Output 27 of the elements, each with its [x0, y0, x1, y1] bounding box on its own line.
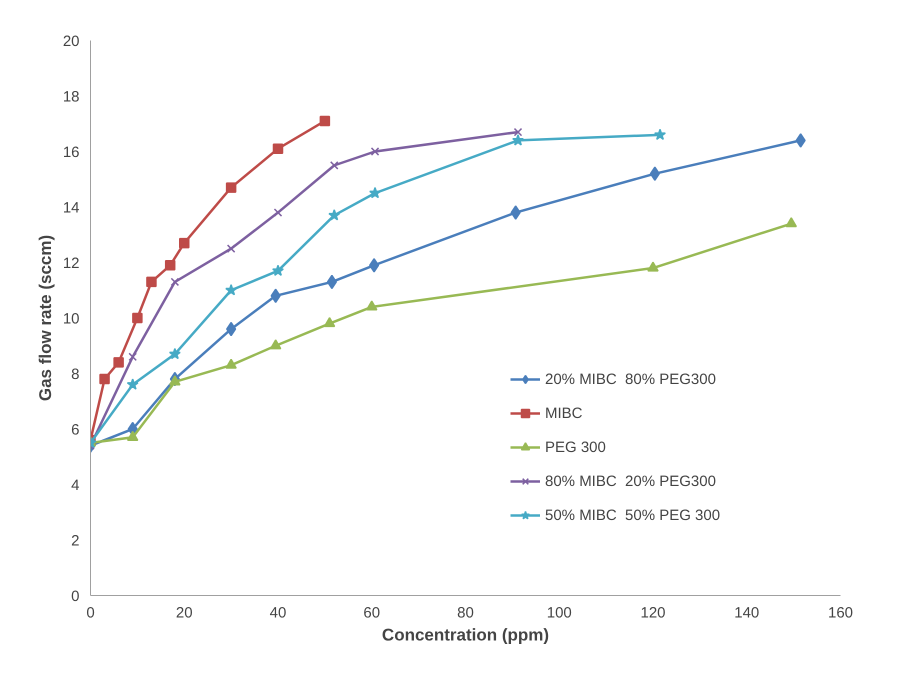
- legend-label: 80% MIBC 20% PEG300: [545, 472, 716, 490]
- x-tick-label: 0: [86, 604, 95, 622]
- x-tick-label: 40: [270, 604, 286, 622]
- x-tick-label: 120: [640, 604, 666, 622]
- legend-label: 20% MIBC 80% PEG300: [545, 370, 716, 388]
- y-tick-label: 14: [62, 200, 80, 216]
- legend-label: PEG 300: [545, 438, 606, 456]
- y-tick-label: 18: [62, 88, 80, 106]
- x-tick-label: 80: [457, 604, 474, 622]
- x-tick-label: 140: [734, 604, 760, 622]
- y-tick-label: 0: [71, 588, 80, 605]
- y-tick-label: 12: [62, 255, 80, 272]
- legend-label: 50% MIBC 50% PEG 300: [545, 506, 720, 524]
- y-tick-label: 20: [62, 33, 80, 50]
- x-axis-title: Concentration (ppm): [382, 626, 550, 644]
- x-tick-label: 160: [828, 604, 854, 622]
- y-tick-label: 4: [71, 477, 80, 494]
- y-axis-title: Gas flow rate (sccm): [36, 234, 55, 402]
- x-tick-label: 100: [546, 604, 572, 622]
- x-tick-label: 60: [363, 604, 380, 622]
- y-tick-label: 10: [62, 310, 80, 328]
- y-tick-label: 6: [71, 422, 80, 438]
- legend-label: MIBC: [545, 404, 582, 422]
- y-tick-label: 16: [62, 144, 80, 161]
- y-tick-label: 2: [71, 532, 80, 550]
- x-tick-label: 20: [176, 604, 193, 622]
- y-tick-label: 8: [71, 366, 80, 383]
